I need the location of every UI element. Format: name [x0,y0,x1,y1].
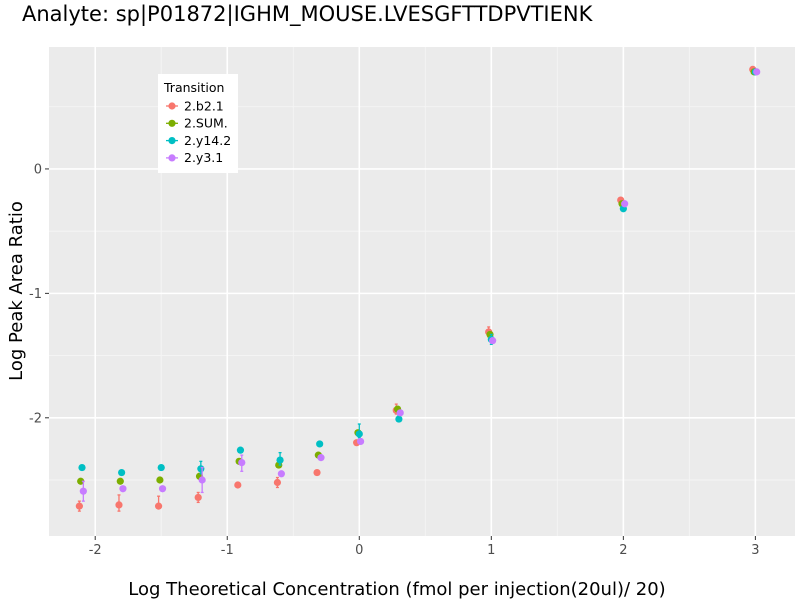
data-point [355,430,363,438]
x-tick-label: 0 [355,543,363,558]
data-point [273,478,282,487]
data-point [156,476,164,484]
data-point [115,501,123,509]
data-point [198,476,206,484]
chart-title: Analyte: sp|P01872|IGHM_MOUSE.LVESGFTTDP… [22,2,593,26]
y-axis-title: Log Peak Area Ratio [6,201,27,381]
legend-item: 2.y3.1 [166,150,223,165]
data-point [317,454,325,462]
data-point [79,487,87,495]
data-point [395,415,403,423]
data-point [194,493,202,502]
y-tick-label: 0 [34,162,42,177]
data-point [75,502,83,510]
data-point [357,437,365,446]
minor-gridlines [49,47,795,536]
data-point [276,456,284,464]
data-point [236,446,245,454]
data-point [489,337,497,345]
y-tick-label: -2 [29,411,42,426]
legend-key-point [168,102,176,110]
legend-key-point [168,137,176,145]
legend-label: 2.b2.1 [184,98,224,113]
x-tick-label: -2 [89,543,102,558]
legend-key-point [168,119,176,127]
x-tick-label: -1 [221,543,234,558]
x-axis-title: Log Theoretical Concentration (fmol per … [128,579,665,600]
data-point [78,463,86,472]
legend-key-point [168,154,176,162]
data-marks [75,65,761,512]
data-point [197,465,205,473]
data-point [157,463,165,472]
data-point [313,468,321,477]
legend-title: Transition [163,80,224,95]
x-tick-label: 2 [619,543,627,558]
legend-label: 2.y3.1 [184,150,223,165]
data-point [154,502,163,510]
data-point [119,485,127,493]
series-2.y3.1 [79,68,761,502]
legend-item: 2.SUM. [166,116,228,131]
legend-entries: 2.b2.1 2.SUM. 2.y14.2 2.y3.1 [166,98,231,165]
legend-label: 2.y14.2 [184,133,231,148]
legend-item: 2.y14.2 [166,133,231,148]
data-point [277,470,285,478]
data-point [316,440,324,448]
legend-label: 2.SUM. [184,116,228,131]
data-point [77,477,85,485]
data-point [116,477,124,485]
legend-item: 2.b2.1 [166,98,224,113]
x-tick-label: 1 [487,543,495,558]
y-tick-label: -1 [29,287,42,302]
data-point [158,485,167,493]
legend: Transition 2.b2.1 2.SUM. 2.y14.2 2.y3.1 [158,74,238,173]
data-point [753,68,761,76]
data-point [396,409,404,417]
data-point [621,200,629,208]
data-point [118,468,126,477]
data-point [238,458,246,467]
axis-ticks: -2 -1 0 1 2 3 -2 -1 0 [29,162,759,558]
data-point [234,481,242,489]
x-tick-label: 3 [751,543,759,558]
